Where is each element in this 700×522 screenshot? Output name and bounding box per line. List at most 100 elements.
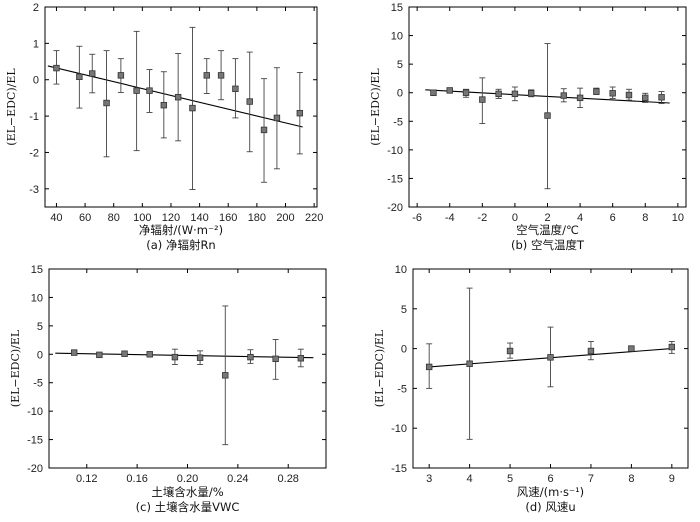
- caption-soil-water-content: (c) 土壤含水量VWC: [136, 500, 240, 514]
- data-point: [189, 104, 196, 112]
- data-point: [547, 354, 554, 361]
- y-tick-label: 15: [391, 2, 403, 14]
- data-point: [625, 91, 633, 99]
- x-tick-label: -2: [477, 212, 487, 224]
- data-point: [560, 92, 567, 99]
- x-tick-label: -6: [412, 212, 422, 224]
- y-tick-label: -15: [391, 463, 407, 475]
- x-tick-label: -4: [445, 212, 455, 224]
- x-tick-label: 8: [628, 473, 634, 485]
- y-tick-label: 0: [401, 344, 407, 356]
- data-point: [217, 72, 225, 79]
- data-point: [642, 94, 649, 102]
- data-point: [544, 112, 551, 119]
- data-point: [506, 347, 514, 355]
- y-tick-label: 10: [395, 264, 407, 276]
- panel-air-temperature: (b) 空气温度T -6 -4 -2 0 2 4 6 8 10151050-5-10-15-20…: [369, 2, 687, 252]
- data-point: [96, 351, 103, 359]
- data-point: [425, 363, 433, 371]
- data-point: [576, 94, 584, 102]
- x-axis-title: 空气温度/℃: [516, 223, 579, 237]
- y-tick-label: -15: [387, 173, 403, 185]
- data-point: [160, 101, 168, 109]
- data-point: [462, 89, 470, 96]
- x-tick-label: 80: [108, 212, 120, 224]
- x-tick-label: 0.16: [126, 473, 147, 485]
- caption-wind-speed: (d) 风速u: [525, 500, 575, 514]
- x-tick-label: 5: [507, 473, 513, 485]
- data-point: [171, 353, 179, 361]
- data-point: [272, 355, 279, 363]
- data-point: [446, 87, 453, 94]
- data-point: [174, 93, 182, 101]
- x-tick-label: 220: [305, 212, 323, 224]
- y-tick-label: 15: [31, 264, 43, 276]
- data-point: [117, 72, 125, 79]
- x-tick-label: 180: [248, 212, 266, 224]
- x-tick-label: 4: [577, 212, 583, 224]
- x-tick-label: 0.20: [177, 473, 198, 485]
- y-tick-label: -10: [391, 423, 407, 435]
- y-tick-label: 1: [33, 38, 39, 50]
- plot-frame: [44, 6, 318, 208]
- data-point: [103, 99, 110, 107]
- y-tick-label: 10: [391, 31, 403, 43]
- x-tick-label: 60: [79, 212, 91, 224]
- y-tick-label: -15: [27, 435, 43, 447]
- data-point: [658, 94, 665, 101]
- data-point: [296, 109, 304, 117]
- data-point: [222, 372, 229, 379]
- panel-wind-speed: (d) 风速u 3 4 5 6 7 8 9 10 5 0 -5 -10 -15 风速/(m·s⁻¹) (EL…: [373, 264, 689, 514]
- data-point: [609, 90, 616, 97]
- data-point: [430, 89, 437, 96]
- caption-air-temperature: (b) 空气温度T: [511, 238, 585, 252]
- data-point: [247, 353, 254, 361]
- y-tick-label: -10: [387, 145, 403, 157]
- x-tick-label: 0.12: [76, 473, 97, 485]
- y-tick-label: 0: [397, 88, 403, 100]
- x-axis-title: 净辐射/(W·m⁻²): [139, 223, 223, 237]
- x-tick-label: 7: [588, 473, 594, 485]
- y-tick-label: -5: [397, 383, 407, 395]
- x-tick-label: 10: [672, 212, 684, 224]
- y-tick-label: 0: [37, 349, 43, 361]
- data-point: [466, 360, 473, 367]
- panel-net-radiation: (a) 净辐射Rn 40 60 80 100 120 140 160 180 200 220 2 1 0…: [5, 2, 323, 252]
- x-tick-label: 6: [610, 212, 616, 224]
- x-tick-label: 200: [276, 212, 294, 224]
- data-point: [133, 87, 140, 94]
- data-point: [53, 64, 60, 72]
- y-axis-title: (EL−EDC)/EL: [5, 68, 18, 146]
- data-point: [260, 126, 268, 134]
- data-point: [146, 351, 153, 358]
- y-tick-label: -10: [27, 406, 43, 418]
- x-tick-label: 8: [642, 212, 648, 224]
- data-point: [89, 70, 96, 77]
- y-tick-label: -5: [393, 116, 403, 128]
- x-axis-title: 风速/(m·s⁻¹): [517, 485, 584, 499]
- x-tick-label: 140: [190, 212, 208, 224]
- x-tick-label: 120: [162, 212, 180, 224]
- y-tick-label: 2: [33, 2, 39, 14]
- data-point: [528, 90, 535, 97]
- data-point: [203, 72, 210, 79]
- data-point: [628, 345, 635, 352]
- x-tick-label: 40: [50, 212, 62, 224]
- y-tick-label: 10: [31, 292, 43, 304]
- x-tick-label: 160: [219, 212, 237, 224]
- x-tick-label: 9: [669, 473, 675, 485]
- data-point: [297, 355, 305, 362]
- caption-net-radiation: (a) 净辐射Rn: [146, 238, 215, 252]
- y-tick-label: -20: [387, 202, 403, 214]
- x-tick-label: 0.28: [278, 473, 299, 485]
- data-point: [121, 350, 128, 357]
- data-point: [511, 90, 519, 98]
- y-axis-title: (EL−EDC)/EL: [373, 329, 386, 407]
- y-tick-label: -2: [29, 147, 39, 159]
- data-point: [479, 96, 486, 103]
- data-point: [495, 90, 502, 98]
- data-point: [273, 114, 281, 122]
- x-axis-title: 土壤含水量/%: [151, 485, 223, 499]
- y-axis-title: (EL−EDC)/EL: [369, 68, 382, 146]
- y-tick-label: 5: [401, 304, 407, 316]
